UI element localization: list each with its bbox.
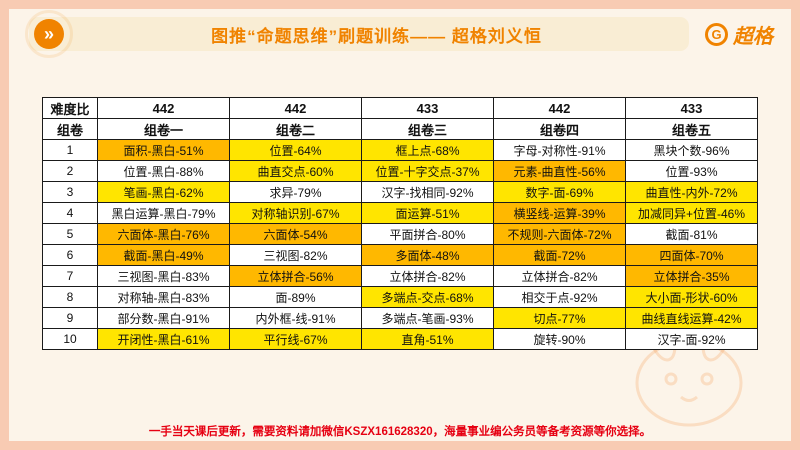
topic-cell: 汉字-找相同-92% <box>361 181 494 203</box>
topic-cell: 截面-黑白-49% <box>97 244 230 266</box>
topic-cell: 曲直性-内外-72% <box>625 181 758 203</box>
topic-cell: 元素-曲直性-56% <box>493 160 626 182</box>
topic-cell: 四面体-70% <box>625 244 758 266</box>
topic-cell: 截面-72% <box>493 244 626 266</box>
training-table-wrap: 难度比 442 442 433 442 433 组卷 组卷一 组卷二 组卷三 组卷四 组卷五 1 面积-黑… <box>42 97 758 350</box>
brand-name: 超格 <box>733 25 773 48</box>
topic-cell: 黑白运算-黑白-79% <box>97 202 230 224</box>
difficulty-value: 433 <box>625 97 758 119</box>
topic-cell: 对称轴识别-67% <box>229 202 362 224</box>
topic-cell: 横竖线-运算-39% <box>493 202 626 224</box>
topic-cell: 立体拼合-56% <box>229 265 362 287</box>
topic-cell: 六面体-黑白-76% <box>97 223 230 245</box>
row-number: 7 <box>42 265 98 287</box>
topic-cell: 直角-51% <box>361 328 494 350</box>
group-name: 组卷一 <box>97 118 230 140</box>
row-number: 8 <box>42 286 98 308</box>
difficulty-value: 442 <box>493 97 626 119</box>
arrow-icon: » <box>34 19 64 49</box>
topic-cell: 大小面-形状-60% <box>625 286 758 308</box>
topic-cell: 字母-对称性-91% <box>493 139 626 161</box>
table-row: 1 面积-黑白-51% 位置-64% 框上点-68% 字母-对称性-91% 黑块个数-96… <box>42 139 758 161</box>
topic-cell: 多面体-48% <box>361 244 494 266</box>
header: » 图推“命题思维”刷题训练—— 超格刘义恒 G 超格 <box>25 10 773 58</box>
table-row: 9 部分数-黑白-91% 内外框-线-91% 多端点-笔画-93% 切点-77% 曲线直线… <box>42 307 758 329</box>
table-row: 8 对称轴-黑白-83% 面-89% 多端点-交点-68% 相交于点-92% 大小面-形状… <box>42 286 758 308</box>
topic-cell: 开闭性-黑白-61% <box>97 328 230 350</box>
group-name: 组卷三 <box>361 118 494 140</box>
topic-cell: 截面-81% <box>625 223 758 245</box>
difficulty-value: 433 <box>361 97 494 119</box>
table-row: 2 位置-黑白-88% 曲直交点-60% 位置-十字交点-37% 元素-曲直性-56% 位… <box>42 160 758 182</box>
topic-cell: 不规则-六面体-72% <box>493 223 626 245</box>
topic-cell: 立体拼合-82% <box>493 265 626 287</box>
topic-cell: 位置-十字交点-37% <box>361 160 494 182</box>
topic-cell: 面积-黑白-51% <box>97 139 230 161</box>
row-number: 4 <box>42 202 98 224</box>
table-row: 7 三视图-黑白-83% 立体拼合-56% 立体拼合-82% 立体拼合-82% 立体拼合-… <box>42 265 758 287</box>
group-name: 组卷二 <box>229 118 362 140</box>
topic-cell: 框上点-68% <box>361 139 494 161</box>
topic-cell: 曲线直线运算-42% <box>625 307 758 329</box>
topic-cell: 三视图-黑白-83% <box>97 265 230 287</box>
training-table: 难度比 442 442 433 442 433 组卷 组卷一 组卷二 组卷三 组卷四 组卷五 1 面积-黑… <box>42 97 758 350</box>
group-corner-label: 组卷 <box>42 118 98 140</box>
table-row: 10 开闭性-黑白-61% 平行线-67% 直角-51% 旋转-90% 汉字-面-92% <box>42 328 758 350</box>
header-bar: » 图推“命题思维”刷题训练—— 超格刘义恒 <box>25 10 689 58</box>
row-number: 6 <box>42 244 98 266</box>
topic-cell: 立体拼合-82% <box>361 265 494 287</box>
footer-note: 一手当天课后更新，需要资料请加微信KSZX161628320，海量事业编公务员等… <box>148 426 652 438</box>
group-name: 组卷五 <box>625 118 758 140</box>
row-number: 3 <box>42 181 98 203</box>
topic-cell: 位置-64% <box>229 139 362 161</box>
table-row: 6 截面-黑白-49% 三视图-82% 多面体-48% 截面-72% 四面体-70% <box>42 244 758 266</box>
topic-cell: 部分数-黑白-91% <box>97 307 230 329</box>
topic-cell: 曲直交点-60% <box>229 160 362 182</box>
topic-cell: 平行线-67% <box>229 328 362 350</box>
arrow-glyph: » <box>43 23 54 44</box>
topic-cell: 笔画-黑白-62% <box>97 181 230 203</box>
difficulty-value: 442 <box>229 97 362 119</box>
topic-cell: 位置-93% <box>625 160 758 182</box>
topic-cell: 平面拼合-80% <box>361 223 494 245</box>
topic-cell: 汉字-面-92% <box>625 328 758 350</box>
table-row: 5 六面体-黑白-76% 六面体-54% 平面拼合-80% 不规则-六面体-72% 截面-… <box>42 223 758 245</box>
topic-cell: 面运算-51% <box>361 202 494 224</box>
topic-cell: 三视图-82% <box>229 244 362 266</box>
difficulty-value: 442 <box>97 97 230 119</box>
brand-logo: G 超格 <box>705 20 773 49</box>
topic-cell: 求异-79% <box>229 181 362 203</box>
topic-cell: 内外框-线-91% <box>229 307 362 329</box>
topic-cell: 位置-黑白-88% <box>97 160 230 182</box>
topic-cell: 对称轴-黑白-83% <box>97 286 230 308</box>
brand-g-icon: G <box>705 22 728 46</box>
row-number: 1 <box>42 139 98 161</box>
page-title: 图推“命题思维”刷题训练—— 超格刘义恒 <box>211 26 542 46</box>
row-number: 9 <box>42 307 98 329</box>
topic-cell: 立体拼合-35% <box>625 265 758 287</box>
difficulty-corner-label: 难度比 <box>42 97 98 119</box>
topic-cell: 六面体-54% <box>229 223 362 245</box>
ghost-logo-ring <box>25 10 73 58</box>
topic-cell: 加减同异+位置-46% <box>625 202 758 224</box>
topic-cell: 多端点-笔画-93% <box>361 307 494 329</box>
table-row: 3 笔画-黑白-62% 求异-79% 汉字-找相同-92% 数字-面-69% 曲直性-内外… <box>42 181 758 203</box>
row-number: 2 <box>42 160 98 182</box>
row-number: 5 <box>42 223 98 245</box>
topic-cell: 面-89% <box>229 286 362 308</box>
topic-cell: 多端点-交点-68% <box>361 286 494 308</box>
topic-cell: 黑块个数-96% <box>625 139 758 161</box>
row-number: 10 <box>42 328 98 350</box>
topic-cell: 旋转-90% <box>493 328 626 350</box>
topic-cell: 切点-77% <box>493 307 626 329</box>
topic-cell: 数字-面-69% <box>493 181 626 203</box>
topic-cell: 相交于点-92% <box>493 286 626 308</box>
group-name: 组卷四 <box>493 118 626 140</box>
table-row: 4 黑白运算-黑白-79% 对称轴识别-67% 面运算-51% 横竖线-运算-39% 加减… <box>42 202 758 224</box>
